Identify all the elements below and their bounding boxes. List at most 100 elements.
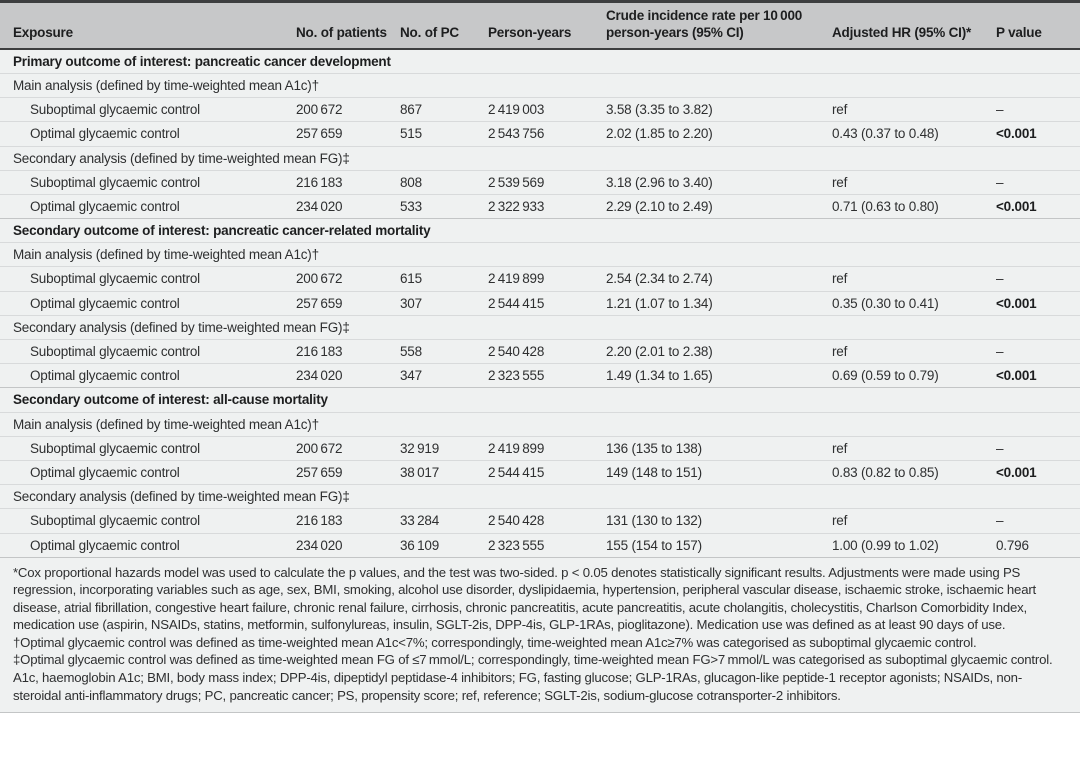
person-years-cell: 2 540 428	[484, 338, 602, 364]
adjusted-hr-cell: ref	[828, 97, 992, 122]
footnote: A1c, haemoglobin A1c; BMI, body mass ind…	[13, 669, 1023, 703]
p-value-cell: –	[992, 338, 1080, 364]
patients-cell: 234 020	[292, 193, 396, 219]
section-label: Secondary outcome of interest: all-cause…	[0, 387, 1080, 413]
pc-cell: 515	[396, 121, 484, 146]
table-row: Suboptimal glycaemic control 200 672 615 2 …	[0, 266, 1080, 292]
person-years-cell: 2 419 899	[484, 435, 602, 461]
pc-cell: 36 109	[396, 532, 484, 557]
table-row: Suboptimal glycaemic control 216 183 558 2 …	[0, 338, 1080, 364]
column-header-person-years: Person-years	[484, 0, 602, 50]
table-row: Secondary analysis (defined by time-weig…	[0, 484, 1080, 509]
p-value-cell: –	[992, 97, 1080, 122]
adjusted-hr-cell: ref	[828, 435, 992, 461]
adjusted-hr-cell: 0.43 (0.37 to 0.48)	[828, 121, 992, 146]
crude-rate-cell: 1.21 (1.07 to 1.34)	[602, 290, 828, 316]
person-years-cell: 2 322 933	[484, 193, 602, 219]
pc-cell: 808	[396, 169, 484, 195]
p-value-cell: <0.001	[992, 459, 1080, 485]
adjusted-hr-cell: 1.00 (0.99 to 1.02)	[828, 532, 992, 557]
table-row: Optimal glycaemic control 234 020 36 109 2 …	[0, 532, 1080, 557]
table-row: Optimal glycaemic control 257 659 307 2 544…	[0, 290, 1080, 316]
table-row: Optimal glycaemic control 234 020 533 2 322…	[0, 193, 1080, 219]
table-row: Suboptimal glycaemic control 200 672 867 2 …	[0, 97, 1080, 122]
person-years-cell: 2 543 756	[484, 121, 602, 146]
column-header-no-of-patients: No. of patients	[292, 0, 396, 50]
exposure-cell: Suboptimal glycaemic control	[0, 266, 292, 292]
crude-rate-cell: 1.49 (1.34 to 1.65)	[602, 363, 828, 388]
adjusted-hr-cell: ref	[828, 508, 992, 533]
table-row: Optimal glycaemic control 257 659 38 017 2 …	[0, 459, 1080, 485]
patients-cell: 216 183	[292, 508, 396, 533]
table-row: Main analysis (defined by time-weighted …	[0, 411, 1080, 437]
patients-cell: 234 020	[292, 532, 396, 557]
subsection-label: Main analysis (defined by time-weighted …	[0, 242, 1080, 267]
table-row: Main analysis (defined by time-weighted …	[0, 72, 1080, 98]
exposure-cell: Optimal glycaemic control	[0, 290, 292, 316]
pc-cell: 32 919	[396, 435, 484, 461]
person-years-cell: 2 540 428	[484, 508, 602, 533]
p-value-cell: <0.001	[992, 363, 1080, 388]
column-header-no-of-pc: No. of PC	[396, 0, 484, 50]
column-header-adjusted-hr-95-ci: Adjusted HR (95% CI)*	[828, 0, 992, 50]
patients-cell: 257 659	[292, 121, 396, 146]
crude-rate-cell: 2.20 (2.01 to 2.38)	[602, 338, 828, 364]
patients-cell: 216 183	[292, 169, 396, 195]
person-years-cell: 2 323 555	[484, 363, 602, 388]
patients-cell: 200 672	[292, 435, 396, 461]
column-header-crude-incidence-rate-per-10-000-person-y: Crude incidence rate per 10 000 person-y…	[602, 0, 828, 50]
exposure-cell: Suboptimal glycaemic control	[0, 169, 292, 195]
outcomes-table-container: Exposure No. of patients No. of PC Person-y…	[0, 0, 1080, 714]
pc-cell: 38 017	[396, 459, 484, 485]
outcomes-table: Exposure No. of patients No. of PC Person-y…	[0, 0, 1080, 557]
patients-cell: 234 020	[292, 363, 396, 388]
patients-cell: 200 672	[292, 97, 396, 122]
table-row: Primary outcome of interest: pancreatic …	[0, 48, 1080, 74]
p-value-cell: 0.796	[992, 532, 1080, 557]
person-years-cell: 2 544 415	[484, 290, 602, 316]
column-header-p-value: P value	[992, 0, 1080, 50]
person-years-cell: 2 419 899	[484, 266, 602, 292]
subsection-label: Secondary analysis (defined by time-weig…	[0, 484, 1080, 509]
table-row: Secondary outcome of interest: pancreati…	[0, 218, 1080, 243]
pc-cell: 533	[396, 193, 484, 219]
crude-rate-cell: 2.54 (2.34 to 2.74)	[602, 266, 828, 292]
pc-cell: 347	[396, 363, 484, 388]
subsection-label: Secondary analysis (defined by time-weig…	[0, 314, 1080, 340]
table-row: Main analysis (defined by time-weighted …	[0, 242, 1080, 267]
exposure-cell: Optimal glycaemic control	[0, 193, 292, 219]
pc-cell: 33 284	[396, 508, 484, 533]
crude-rate-cell: 136 (135 to 138)	[602, 435, 828, 461]
exposure-cell: Suboptimal glycaemic control	[0, 508, 292, 533]
section-label: Secondary outcome of interest: pancreati…	[0, 218, 1080, 243]
crude-rate-cell: 131 (130 to 132)	[602, 508, 828, 533]
table-row: Optimal glycaemic control 257 659 515 2 543…	[0, 121, 1080, 146]
exposure-cell: Optimal glycaemic control	[0, 363, 292, 388]
table-row: Secondary analysis (defined by time-weig…	[0, 314, 1080, 340]
pc-cell: 615	[396, 266, 484, 292]
pc-cell: 307	[396, 290, 484, 316]
person-years-cell: 2 544 415	[484, 459, 602, 485]
person-years-cell: 2 419 003	[484, 97, 602, 122]
exposure-cell: Optimal glycaemic control	[0, 532, 292, 557]
adjusted-hr-cell: 0.83 (0.82 to 0.85)	[828, 459, 992, 485]
patients-cell: 216 183	[292, 338, 396, 364]
pc-cell: 558	[396, 338, 484, 364]
subsection-label: Secondary analysis (defined by time-weig…	[0, 145, 1080, 171]
crude-rate-cell: 3.18 (2.96 to 3.40)	[602, 169, 828, 195]
person-years-cell: 2 539 569	[484, 169, 602, 195]
footnote: ‡Optimal glycaemic control was defined a…	[13, 652, 1053, 668]
p-value-cell: –	[992, 169, 1080, 195]
column-header-exposure: Exposure	[0, 0, 292, 50]
patients-cell: 257 659	[292, 459, 396, 485]
pc-cell: 867	[396, 97, 484, 122]
exposure-cell: Suboptimal glycaemic control	[0, 435, 292, 461]
p-value-cell: <0.001	[992, 193, 1080, 219]
patients-cell: 257 659	[292, 290, 396, 316]
table-row: Secondary outcome of interest: all-cause…	[0, 387, 1080, 413]
exposure-cell: Optimal glycaemic control	[0, 121, 292, 146]
exposure-cell: Suboptimal glycaemic control	[0, 338, 292, 364]
crude-rate-cell: 149 (148 to 151)	[602, 459, 828, 485]
adjusted-hr-cell: 0.71 (0.63 to 0.80)	[828, 193, 992, 219]
patients-cell: 200 672	[292, 266, 396, 292]
